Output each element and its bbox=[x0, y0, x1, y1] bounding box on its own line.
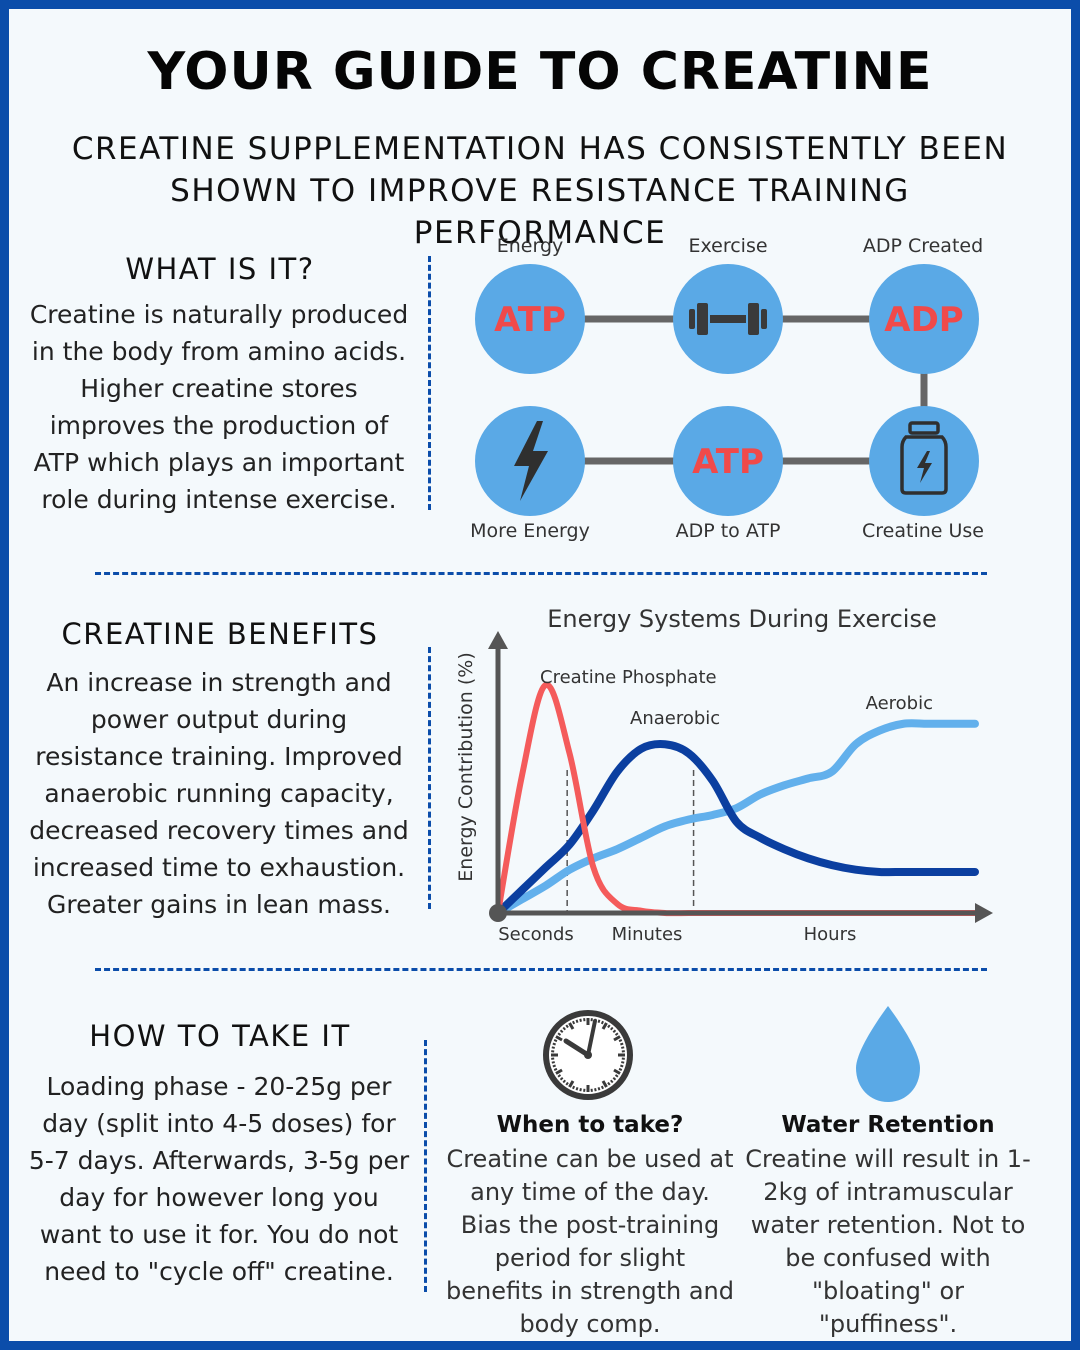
creatine-use-label: Creatine Use bbox=[862, 520, 984, 542]
benefits-body: An increase in strength and power output… bbox=[29, 668, 409, 919]
supplement-jar-icon bbox=[900, 421, 948, 495]
water-retention-heading: Water Retention bbox=[781, 1112, 995, 1138]
when-to-take-body: Creatine can be used at any time of the … bbox=[445, 1145, 734, 1338]
series-aerobic bbox=[494, 719, 979, 917]
when-to-take-heading: When to take? bbox=[496, 1112, 684, 1138]
exercise-label: Exercise bbox=[688, 235, 768, 257]
atp-cycle-diagram: ATP ADP ATP bbox=[475, 264, 979, 516]
adp-node-text: ADP bbox=[884, 300, 963, 340]
adp-to-atp-label: ADP to ATP bbox=[675, 520, 781, 542]
y-axis-arrow-icon bbox=[488, 631, 508, 649]
vertical-divider bbox=[428, 256, 431, 510]
vertical-divider bbox=[424, 1040, 427, 1292]
dumbbell-icon bbox=[689, 303, 767, 335]
lightning-bolt-icon bbox=[514, 421, 548, 501]
adp-to-atp-node-text: ATP bbox=[692, 442, 764, 482]
chart-series-labels: Creatine Phosphate Anaerobic Aerobic bbox=[540, 667, 933, 729]
vertical-divider bbox=[428, 647, 431, 909]
page-subtitle: CREATINE SUPPLEMENTATION HAS CONSISTENTL… bbox=[71, 131, 1009, 251]
what-is-it-heading: WHAT IS IT? bbox=[125, 252, 315, 286]
how-to-take-body: Loading phase - 20-25g per day (split in… bbox=[28, 1072, 410, 1286]
energy-node-text: ATP bbox=[494, 300, 566, 340]
x-tick-hours: Hours bbox=[804, 924, 857, 945]
water-retention-body: Creatine will result in 1-2kg of intramu… bbox=[745, 1145, 1031, 1338]
energy-systems-chart: Energy Systems During Exercise Energy Co… bbox=[455, 605, 993, 945]
adp-created-node bbox=[869, 264, 979, 374]
series-anaerobic bbox=[494, 740, 979, 917]
series-creatine-phosphate bbox=[495, 681, 978, 917]
chart-x-ticks: Seconds Minutes Hours bbox=[498, 924, 856, 945]
x-tick-seconds: Seconds bbox=[498, 924, 574, 945]
adp-created-label: ADP Created bbox=[862, 235, 984, 257]
page-title: YOUR GUIDE TO CREATINE bbox=[147, 42, 933, 102]
water-drop-icon bbox=[856, 1006, 920, 1102]
chart-origin bbox=[489, 904, 507, 922]
more-energy-label: More Energy bbox=[470, 520, 590, 542]
how-to-take-heading: HOW TO TAKE IT bbox=[89, 1019, 351, 1053]
clock-icon bbox=[543, 1010, 633, 1100]
energy-node bbox=[475, 264, 585, 374]
x-axis-arrow-icon bbox=[975, 903, 993, 923]
benefits-heading: CREATINE BENEFITS bbox=[61, 617, 379, 651]
section-divider-1 bbox=[95, 572, 987, 575]
series-aerobic-label: Aerobic bbox=[866, 693, 933, 714]
section-divider-2 bbox=[95, 968, 987, 971]
adp-to-atp-node bbox=[673, 406, 783, 516]
chart-y-axis-label: Energy Contribution (%) bbox=[455, 652, 477, 881]
series-creatine-phosphate-label: Creatine Phosphate bbox=[540, 667, 717, 688]
what-is-it-body: Creatine is naturally produced in the bo… bbox=[29, 300, 409, 514]
chart-title: Energy Systems During Exercise bbox=[547, 605, 936, 633]
chart-series bbox=[494, 681, 979, 917]
x-tick-minutes: Minutes bbox=[612, 924, 683, 945]
energy-label: Energy bbox=[496, 235, 564, 257]
series-anaerobic-label: Anaerobic bbox=[630, 708, 720, 729]
